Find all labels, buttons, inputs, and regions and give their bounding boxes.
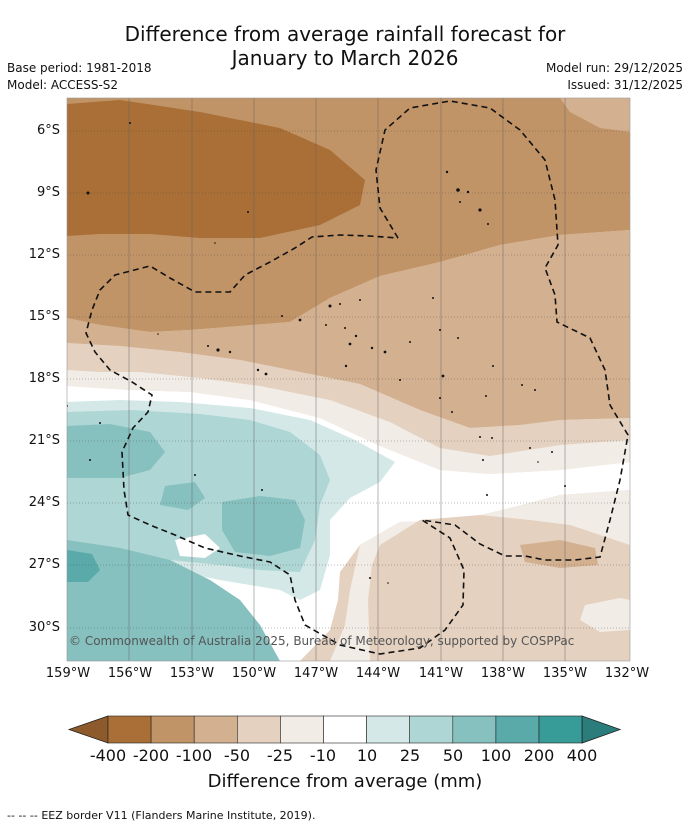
- base-period: Base period: 1981-2018: [7, 61, 152, 75]
- lat-label: 27°S: [28, 557, 60, 572]
- lon-label: 153°W: [169, 666, 215, 681]
- colorbar-swatch: [280, 715, 324, 744]
- colorbar-swatch: [538, 715, 583, 744]
- lon-label: 141°W: [418, 666, 464, 681]
- colorbar-tick: 25: [399, 746, 421, 765]
- lat-label: 21°S: [28, 433, 60, 448]
- colorbar-tick: 50: [442, 746, 464, 765]
- band-minus-25-pocket: [580, 598, 630, 632]
- colorbar: [67, 715, 622, 744]
- colorbar-swatch: [495, 715, 540, 744]
- lon-label: 135°W: [542, 666, 588, 681]
- colorbar-swatch: [323, 715, 367, 744]
- copyright-notice: © Commonwealth of Australia 2025, Bureau…: [69, 634, 575, 648]
- colorbar-tick: -50: [223, 746, 251, 765]
- band-plus-50-central: [222, 496, 305, 556]
- lat-label: 12°S: [28, 247, 60, 262]
- band-minus-100-se: [520, 540, 598, 568]
- lon-label: 147°W: [293, 666, 339, 681]
- lon-label: 150°W: [231, 666, 277, 681]
- map-frame: [66, 97, 631, 662]
- lat-label: 24°S: [28, 495, 60, 510]
- band-plus-50-west: [67, 424, 165, 478]
- colorbar-tick: -400: [89, 746, 127, 765]
- colorbar-swatch: [452, 715, 497, 744]
- lat-label: 9°S: [36, 185, 60, 200]
- eez-legend-text: EEZ border V11 (Flanders Marine Institut…: [41, 809, 316, 822]
- map-gridlines: [67, 130, 630, 629]
- colorbar-swatch: [409, 715, 454, 744]
- lon-label: 138°W: [480, 666, 526, 681]
- lon-label: 144°W: [355, 666, 401, 681]
- map-title-line-1: Difference from average rainfall forecas…: [124, 22, 566, 46]
- colorbar-tick: 200: [523, 746, 555, 765]
- band-minus-100-ne: [560, 98, 630, 132]
- colorbar-swatch: [150, 715, 195, 744]
- eez-legend: -- -- -- EEZ border V11 (Flanders Marine…: [7, 809, 315, 822]
- colorbar-tick: 400: [566, 746, 598, 765]
- colorbar-low-arrow: [67, 715, 109, 744]
- lon-label: 156°W: [107, 666, 153, 681]
- band-neutral-pocket: [175, 534, 220, 558]
- meta-right: Model run: 29/12/2025 Issued: 31/12/2025: [546, 60, 683, 94]
- colorbar-label: Difference from average (mm): [207, 771, 483, 792]
- colorbar-tick: -200: [132, 746, 170, 765]
- model-name: Model: ACCESS-S2: [7, 78, 119, 92]
- meta-left: Base period: 1981-2018 Model: ACCESS-S2: [7, 60, 152, 94]
- colorbar-high-arrow: [581, 715, 622, 744]
- band-minus-100: [67, 230, 630, 428]
- rainfall-map: [67, 98, 630, 661]
- colorbar-tick: -10: [309, 746, 337, 765]
- band-minus-25: [67, 370, 630, 474]
- islands: [67, 122, 566, 584]
- band-plus-50-sw: [67, 540, 280, 661]
- eez-border-kiribati-polynesia: [85, 100, 629, 655]
- colorbar-tick: 10: [356, 746, 378, 765]
- colorbar-tick: 100: [480, 746, 512, 765]
- lat-label: 6°S: [36, 123, 60, 138]
- band-minus-50: [67, 343, 630, 456]
- colorbar-swatch: [193, 715, 238, 744]
- lon-label: 159°W: [45, 666, 91, 681]
- lat-label: 15°S: [28, 309, 60, 324]
- map-meridians: [128, 98, 566, 661]
- eez-line-sample: -- -- --: [7, 809, 38, 822]
- issued-date: Issued: 31/12/2025: [567, 78, 683, 92]
- band-plus-100-sw: [67, 550, 100, 582]
- map-title: Difference from average rainfall forecas…: [0, 22, 690, 70]
- band-minus-400: [67, 100, 365, 238]
- colorbar-tick: -100: [175, 746, 213, 765]
- colorbar-swatch: [107, 715, 152, 744]
- lat-label: 18°S: [28, 371, 60, 386]
- colorbar-swatch: [366, 715, 411, 744]
- colorbar-tick: -25: [266, 746, 294, 765]
- lat-label: 30°S: [28, 620, 60, 635]
- colorbar-swatch: [237, 715, 281, 744]
- map-title-line-2: January to March 2026: [231, 46, 459, 70]
- lon-label: 132°W: [604, 666, 650, 681]
- model-run: Model run: 29/12/2025: [545, 61, 683, 75]
